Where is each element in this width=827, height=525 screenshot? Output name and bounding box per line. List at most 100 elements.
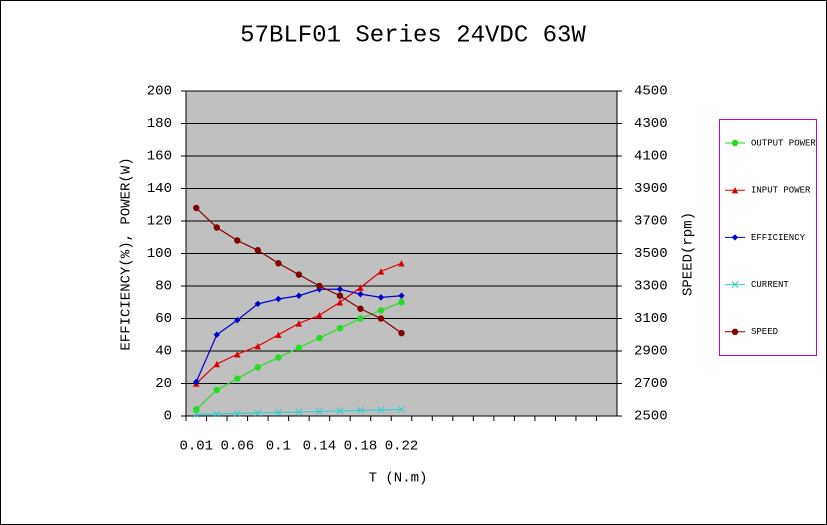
marker	[234, 351, 241, 358]
y2-tick-label: 3900	[634, 181, 668, 197]
legend-marker	[731, 328, 739, 335]
marker	[316, 312, 323, 319]
marker	[336, 292, 344, 299]
legend-item: CURRENT	[725, 280, 789, 290]
marker	[234, 375, 241, 382]
x-tick-label: 0.22	[385, 439, 419, 455]
y2-tick-label: 2900	[634, 344, 668, 360]
marker	[377, 307, 385, 314]
marker	[398, 260, 405, 267]
y2-axis-label: SPEED(rpm)	[681, 212, 697, 296]
marker	[295, 271, 303, 278]
marker	[336, 286, 344, 293]
marker	[397, 405, 406, 414]
y-tick-label: 180	[147, 116, 172, 132]
legend-label: CURRENT	[751, 280, 789, 290]
marker	[357, 305, 364, 312]
x-axis-label: T (N.m)	[369, 471, 428, 487]
legend-marker	[731, 139, 739, 147]
legend-item: SPEED	[725, 327, 778, 337]
marker	[193, 204, 200, 212]
marker	[295, 344, 303, 351]
marker	[192, 410, 200, 418]
marker	[398, 299, 405, 306]
marker	[254, 409, 262, 417]
marker	[254, 300, 262, 308]
legend-label: OUTPUT POWER	[751, 138, 816, 148]
marker	[357, 290, 364, 298]
y-tick-label: 40	[155, 344, 172, 360]
y2-tick-label: 3700	[634, 214, 668, 230]
marker	[275, 295, 282, 303]
x-tick-label: 0.01	[179, 439, 213, 455]
legend-label: EFFICIENCY	[751, 233, 806, 243]
marker	[275, 260, 282, 267]
marker	[213, 360, 220, 368]
y2-tick-label: 2500	[634, 409, 668, 425]
marker	[234, 316, 241, 324]
marker	[295, 292, 303, 299]
marker	[275, 331, 282, 338]
marker	[213, 386, 220, 394]
y2-tick-label: 4300	[634, 116, 668, 132]
legend-item: INPUT POWER	[725, 186, 811, 196]
marker	[193, 378, 200, 386]
y2-tick-label: 3500	[634, 246, 668, 262]
y-tick-label: 160	[147, 149, 172, 165]
marker	[213, 331, 220, 338]
y-tick-label: 200	[147, 84, 172, 100]
marker	[213, 410, 221, 418]
marker	[357, 315, 364, 322]
marker	[254, 364, 262, 371]
marker	[398, 292, 405, 299]
y-tick-label: 140	[147, 181, 172, 197]
marker	[356, 406, 365, 415]
x-tick-label: 0.06	[221, 439, 255, 455]
marker	[234, 237, 241, 244]
marker	[377, 406, 385, 414]
marker	[316, 334, 323, 342]
legend-marker	[731, 281, 739, 289]
marker	[213, 224, 220, 231]
marker	[315, 407, 323, 416]
y2-tick-label: 2700	[634, 376, 668, 392]
marker	[336, 325, 344, 332]
marker	[336, 299, 344, 306]
marker	[275, 354, 282, 361]
marker	[357, 284, 364, 291]
legend-marker	[731, 187, 739, 194]
marker	[254, 342, 262, 350]
x-tick-label: 0.14	[303, 439, 337, 455]
legend-label: SPEED	[751, 327, 778, 337]
y-axis-label: EFFICIENCY(%), POWER(W)	[119, 157, 135, 350]
y-tick-label: 20	[155, 376, 172, 392]
legend-marker	[731, 234, 739, 241]
y2-tick-label: 3300	[634, 279, 668, 295]
marker	[377, 315, 385, 322]
x-tick-label: 0.1	[266, 439, 291, 455]
marker	[377, 268, 385, 275]
marker	[336, 407, 344, 415]
legend-item: EFFICIENCY	[725, 233, 806, 243]
legend-label: INPUT POWER	[751, 186, 811, 196]
marker	[274, 408, 282, 416]
y2-tick-label: 4500	[634, 84, 668, 100]
marker	[254, 247, 262, 254]
marker	[233, 409, 241, 417]
y-tick-label: 60	[155, 311, 172, 327]
marker	[377, 294, 385, 301]
y-tick-label: 80	[155, 279, 172, 295]
y2-tick-label: 3100	[634, 311, 668, 327]
legend-item: OUTPUT POWER	[725, 138, 816, 148]
x-tick-label: 0.18	[344, 439, 378, 455]
marker	[295, 408, 303, 416]
chart-title: 57BLF01 Series 24VDC 63W	[240, 22, 586, 49]
y-tick-label: 0	[164, 409, 172, 425]
marker	[316, 282, 323, 290]
marker	[398, 329, 405, 337]
y-tick-label: 100	[147, 246, 172, 262]
marker	[295, 320, 303, 327]
marker	[193, 406, 200, 413]
